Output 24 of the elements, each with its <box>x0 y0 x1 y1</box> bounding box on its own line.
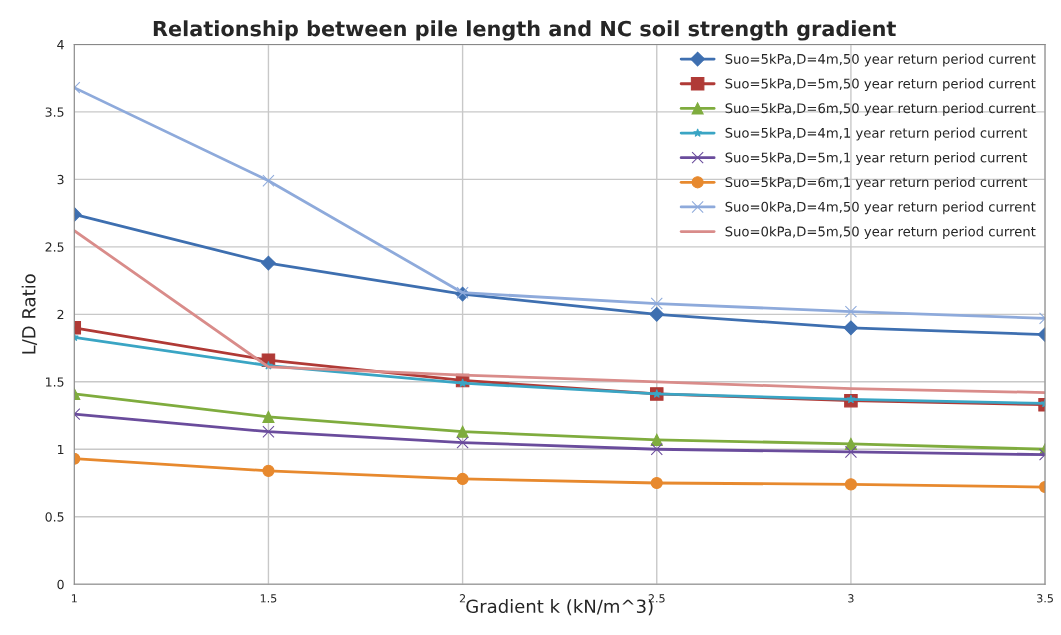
chart-title: Relationship between pile length and NC soil strength gradient <box>153 20 896 41</box>
x-tick-label: 1 <box>71 594 77 603</box>
y-tick-label: 1.5 <box>46 377 64 387</box>
y-tick-label: 1 <box>57 444 64 455</box>
legend-label: Suo=5kPa,D=5m,50 year return period current <box>725 78 1036 92</box>
legend-label: Suo=5kPa,D=6m,50 year return period current <box>725 102 1036 116</box>
legend-label: Suo=5kPa,D=4m,1 year return period current <box>725 127 1028 141</box>
legend-label: Suo=5kPa,D=6m,1 year return period current <box>725 176 1028 190</box>
x-tick-label: 2 <box>459 594 466 603</box>
y-tick-label: 4 <box>57 40 64 50</box>
y-tick-label: 2 <box>57 309 64 320</box>
y-axis-title: L/D Ratio <box>21 274 38 354</box>
legend-label: Suo=0kPa,D=5m,50 year return period current <box>725 226 1036 239</box>
y-tick-label: 0 <box>57 579 64 590</box>
y-tick-label: 2.5 <box>45 242 64 252</box>
x-tick-label: 3.5 <box>1037 594 1053 603</box>
legend-label: Suo=5kPa,D=5m,1 year return period current <box>725 152 1028 166</box>
x-tick-label: 3 <box>848 594 854 603</box>
legend-label: Suo=5kPa,D=4m,50 year return period current <box>725 53 1036 67</box>
y-tick-label: 3.5 <box>45 107 64 117</box>
y-tick-label: 3 <box>57 174 64 185</box>
legend-label: Suo=0kPa,D=4m,50 year return period current <box>725 201 1036 215</box>
x-tick-label: 1.5 <box>260 594 277 603</box>
y-tick-label: 0.5 <box>45 512 64 522</box>
